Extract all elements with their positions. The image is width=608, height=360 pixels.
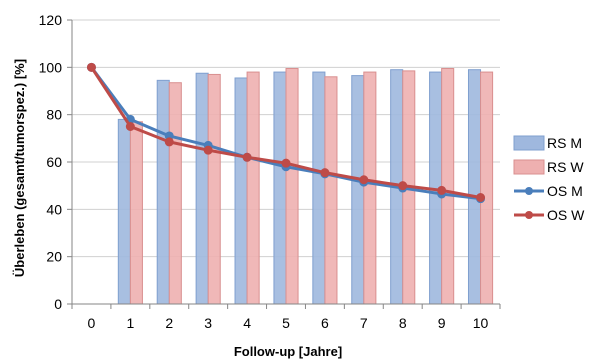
x-tick-labels: 0 1 2 3 4 5 6 7 8 9 10 [88,315,489,331]
bar-rs-w [246,71,260,305]
x-tick-label: 1 [126,315,134,331]
x-tick-label: 8 [399,315,407,331]
y-tick-label: 120 [39,12,63,28]
legend-label-rs-m: RS M [547,135,582,151]
lines [86,62,486,204]
point-os-w [398,181,408,191]
legend-label-os-w: OS W [547,207,585,223]
point-os-w [359,175,369,185]
point-os-w [476,193,486,202]
y-tick-label: 100 [39,59,63,75]
y-tick-label: 80 [46,107,62,123]
y-tick-labels: 0 20 40 60 80 100 120 [39,12,63,312]
point-os-w [242,152,252,162]
legend-swatch-rs-w [513,159,545,175]
x-tick-label: 4 [243,315,251,331]
bar-rs-m [273,71,287,305]
x-tick-label: 0 [88,315,96,331]
y-tick-label: 20 [46,249,62,265]
legend-marker-os-w [525,211,533,219]
axes [67,19,501,309]
y-tick-label: 0 [54,296,62,312]
x-tick-label: 9 [438,315,446,331]
legend-marker-os-m [525,187,533,195]
x-tick-label: 10 [473,315,489,331]
x-tick-label: 3 [204,315,212,331]
point-os-w [437,185,447,195]
bar-rs-m [312,71,326,305]
bar-rs-w [207,73,221,305]
y-tick-label: 60 [46,154,62,170]
bar-rs-m [195,72,209,305]
legend-label-os-m: OS M [547,183,583,199]
bar-rs-w [441,68,455,305]
x-tick-label: 2 [165,315,173,331]
point-os-w [320,168,330,178]
bar-rs-w [480,71,494,305]
bars [117,68,494,305]
x-axis-title: Follow-up [Jahre] [234,344,342,359]
bar-rs-m [156,79,170,305]
point-os-w [125,122,135,131]
bar-rs-w [285,68,299,305]
bar-rs-w [324,76,338,305]
point-os-w [203,145,213,155]
bar-rs-m [467,69,482,305]
point-os-w [164,137,174,147]
x-tick-label: 5 [282,315,290,331]
point-os-w [281,158,291,168]
y-axis-title: Überleben (gesamt/tumorspez.) [%] [12,59,27,277]
bar-rs-m [117,118,131,305]
bar-rs-w [168,82,182,305]
legend: RS M RS W OS M OS W [513,135,585,223]
x-tick-label: 6 [321,315,329,331]
legend-swatch-rs-m [513,135,545,151]
bar-rs-m [351,75,365,305]
bar-rs-w [363,71,377,305]
legend-label-rs-w: RS W [547,159,584,175]
point-os-w [86,62,96,72]
bar-rs-m [234,77,248,305]
y-tick-label: 40 [46,201,62,217]
x-tick-label: 7 [360,315,368,331]
bar-rs-w [129,121,143,305]
